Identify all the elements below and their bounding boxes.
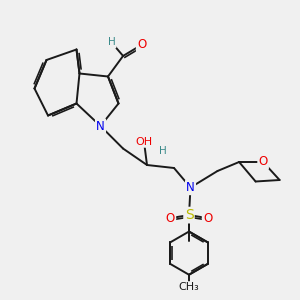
Text: CH₃: CH₃ [178, 282, 200, 292]
Text: H: H [159, 146, 167, 157]
Text: N: N [96, 119, 105, 133]
Text: OH: OH [135, 136, 153, 147]
Text: O: O [166, 212, 175, 225]
Text: S: S [184, 208, 194, 222]
Text: O: O [203, 212, 212, 225]
Text: O: O [137, 38, 146, 51]
Text: O: O [259, 155, 268, 169]
Text: H: H [108, 38, 115, 47]
Text: N: N [186, 181, 195, 194]
